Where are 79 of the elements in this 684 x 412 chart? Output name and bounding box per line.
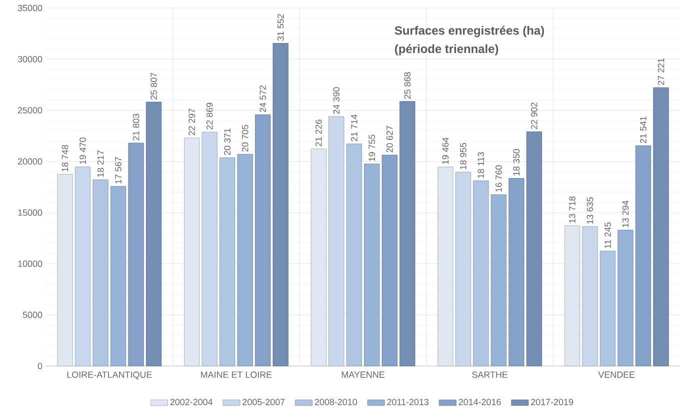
x-tick-label: MAYENNE: [342, 372, 384, 378]
x-tick-label: VENDEE: [598, 372, 635, 378]
data-label: 18 350: [513, 149, 520, 176]
bar: [184, 138, 200, 366]
y-tick-label: 10000: [18, 260, 42, 267]
bar: [508, 178, 524, 366]
data-label: 19 464: [442, 138, 449, 164]
data-label: 18 748: [62, 145, 68, 172]
data-label: 17 567: [115, 157, 122, 184]
data-label: 11 245: [604, 222, 611, 248]
bar: [653, 87, 669, 366]
data-label: 19 470: [80, 138, 86, 164]
bar: [582, 226, 598, 366]
legend-label: 2017-2019: [531, 398, 574, 406]
bar: [57, 174, 73, 366]
bar: [128, 142, 144, 366]
bar: [438, 166, 454, 366]
legend-label: 2005-2007: [242, 398, 285, 406]
bar: [400, 101, 416, 366]
data-label: 16 760: [496, 165, 502, 192]
bar: [272, 43, 288, 366]
y-tick-label: 30000: [18, 56, 42, 62]
data-label: 21 226: [315, 120, 322, 146]
text: (période triennale): [395, 44, 498, 56]
data-label: 18 217: [97, 150, 104, 177]
y-tick-label: 25000: [18, 107, 42, 114]
data-label: 31 552: [277, 14, 284, 41]
bar: [526, 132, 542, 366]
bar: [564, 225, 580, 366]
bar: [146, 102, 162, 366]
data-label: 24 390: [333, 87, 340, 114]
legend-label: 2008-2010: [314, 398, 357, 406]
bar: [328, 116, 344, 366]
data-label: 21 714: [350, 114, 358, 142]
x-tick-label: SARTHE: [472, 372, 508, 378]
data-label: 24 572: [260, 86, 266, 112]
data-label: 18 955: [460, 142, 466, 170]
text: Surfaces enregistrées (ha): [394, 26, 544, 38]
y-tick-label: 20000: [18, 158, 42, 165]
data-label: 22 902: [531, 102, 538, 130]
bar: [600, 250, 616, 366]
data-label: 21 803: [132, 114, 140, 140]
y-tick-label: 35000: [18, 4, 42, 12]
bar: [202, 132, 218, 366]
data-label: 25 868: [404, 72, 411, 99]
data-label: 18 113: [478, 152, 484, 178]
bar: [74, 166, 91, 366]
data-label: 22 869: [206, 102, 213, 130]
y-tick-label: 0: [38, 362, 42, 370]
data-label: 22 297: [188, 108, 196, 136]
y-tick-label: 5000: [22, 312, 42, 318]
data-label: 13 294: [622, 200, 629, 228]
x-tick-label: LOIRE-ATLANTIQUE: [67, 372, 152, 380]
legend-label: 2011-2013: [387, 398, 429, 406]
bar: [618, 230, 634, 366]
bar: [255, 114, 271, 366]
x-tick-label: MAINE ET LOIRE: [201, 372, 272, 378]
bar: [110, 186, 126, 366]
data-label: 19 755: [368, 134, 376, 162]
bar: [310, 148, 326, 366]
bar: [92, 179, 108, 366]
bar: [490, 194, 506, 366]
data-label: 20 705: [242, 124, 248, 152]
data-label: 25 807: [150, 72, 157, 100]
y-tick-label: 15000: [18, 209, 42, 216]
bar: [346, 144, 362, 366]
data-label: 13 635: [586, 197, 594, 224]
legend-label: 2014-2016: [458, 398, 501, 406]
bar: [237, 154, 253, 366]
data-label: 21 541: [640, 116, 646, 144]
data-label: 13 718: [569, 196, 576, 223]
bar: [635, 145, 652, 366]
data-label: 27 221: [658, 58, 664, 85]
legend-label: 2002-2004: [170, 398, 213, 406]
data-label: 20 371: [224, 128, 231, 155]
bar: [220, 157, 236, 366]
data-label: 20 627: [386, 126, 393, 152]
bar: [473, 180, 489, 366]
bar: [455, 172, 471, 366]
